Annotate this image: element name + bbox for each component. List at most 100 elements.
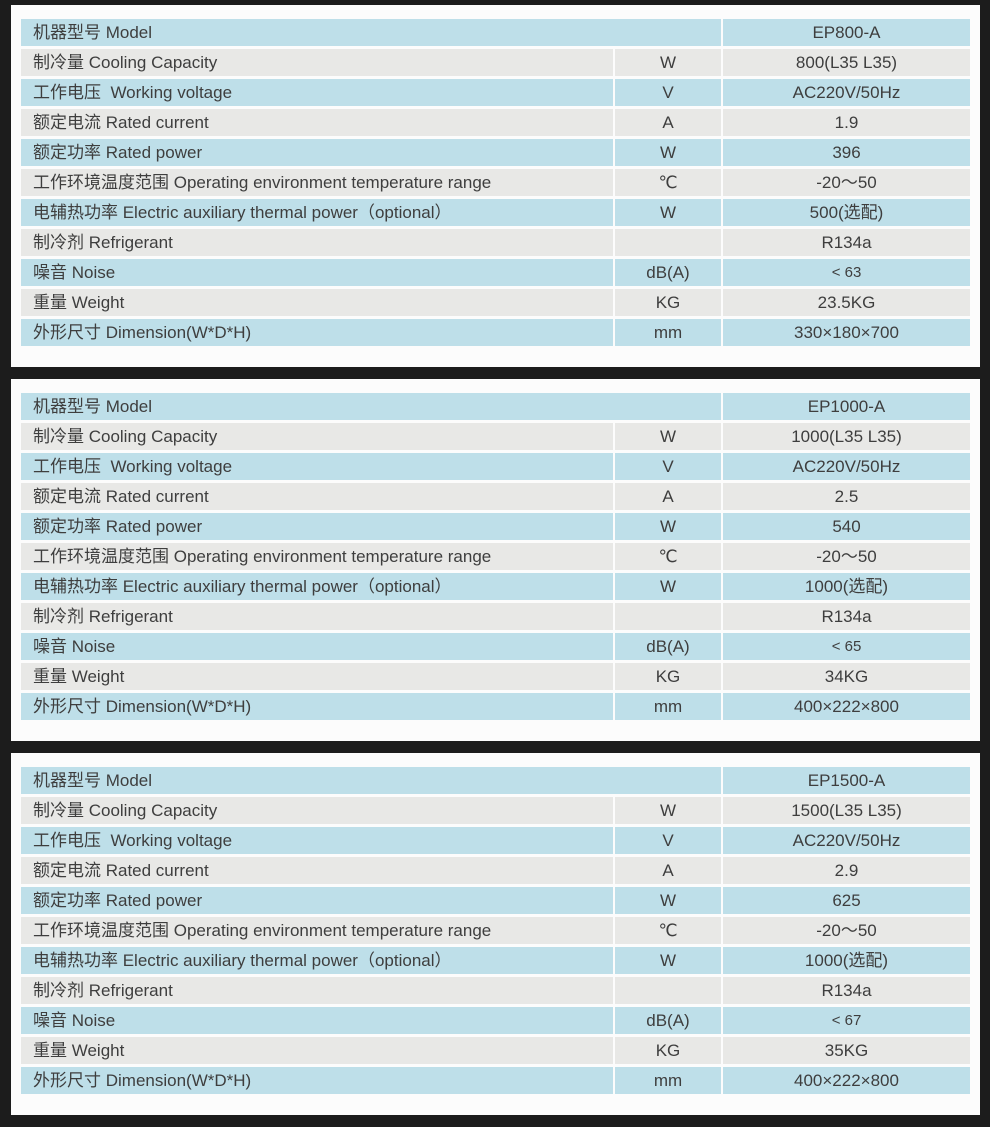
spec-row: 额定功率 Rated power W 625 xyxy=(21,887,970,914)
spec-unit xyxy=(615,977,721,1004)
spec-unit: ℃ xyxy=(615,917,721,944)
spec-panel-ep1500a: 机器型号 Model EP1500-A 制冷量 Cooling Capacity W 1… xyxy=(11,753,980,1115)
spec-row: 噪音 Noise dB(A) < 63 xyxy=(21,259,970,286)
spec-unit: dB(A) xyxy=(615,633,721,660)
spec-unit: W xyxy=(615,797,721,824)
spec-label: 工作电压 Working voltage xyxy=(21,79,613,106)
spec-row: 额定功率 Rated power W 540 xyxy=(21,513,970,540)
spec-label: 额定电流 Rated current xyxy=(21,857,613,884)
spec-unit xyxy=(615,603,721,630)
spec-value: 500(选配) xyxy=(723,199,970,226)
spec-label: 重量 Weight xyxy=(21,1037,613,1064)
spec-unit: dB(A) xyxy=(615,1007,721,1034)
spec-label: 制冷量 Cooling Capacity xyxy=(21,423,613,450)
spec-value: R134a xyxy=(723,229,970,256)
spec-unit: A xyxy=(615,109,721,136)
spec-label: 外形尺寸 Dimension(W*D*H) xyxy=(21,693,613,720)
spec-label: 外形尺寸 Dimension(W*D*H) xyxy=(21,1067,613,1094)
spec-value: 34KG xyxy=(723,663,970,690)
spec-unit: V xyxy=(615,453,721,480)
spec-row: 制冷剂 Refrigerant R134a xyxy=(21,977,970,1004)
spec-row: 电辅热功率 Electric auxiliary thermal power（o… xyxy=(21,199,970,226)
spec-sheet: 机器型号 Model EP800-A 制冷量 Cooling Capacity W 80… xyxy=(11,5,980,1115)
spec-value: 1.9 xyxy=(723,109,970,136)
spec-value: 1500(L35 L35) xyxy=(723,797,970,824)
spec-row: 机器型号 Model EP1500-A xyxy=(21,767,970,794)
spec-value: EP1000-A xyxy=(723,393,970,420)
spec-label: 重量 Weight xyxy=(21,663,613,690)
spec-row: 制冷剂 Refrigerant R134a xyxy=(21,229,970,256)
spec-unit: W xyxy=(615,139,721,166)
spec-unit: A xyxy=(615,857,721,884)
spec-row: 外形尺寸 Dimension(W*D*H) mm 400×222×800 xyxy=(21,693,970,720)
spec-row: 重量 Weight KG 35KG xyxy=(21,1037,970,1064)
spec-value: -20～50 xyxy=(723,543,970,570)
spec-label: 电辅热功率 Electric auxiliary thermal power（o… xyxy=(21,199,613,226)
spec-row: 工作环境温度范围 Operating environment temperatu… xyxy=(21,543,970,570)
spec-unit: W xyxy=(615,513,721,540)
spec-label: 制冷量 Cooling Capacity xyxy=(21,797,613,824)
spec-label: 工作环境温度范围 Operating environment temperatu… xyxy=(21,917,613,944)
spec-row: 机器型号 Model EP800-A xyxy=(21,19,970,46)
spec-value: < 65 xyxy=(723,633,970,660)
spec-row: 重量 Weight KG 23.5KG xyxy=(21,289,970,316)
spec-value: < 67 xyxy=(723,1007,970,1034)
spec-unit: W xyxy=(615,947,721,974)
spec-unit: ℃ xyxy=(615,543,721,570)
spec-value: 1000(选配) xyxy=(723,573,970,600)
spec-row: 制冷量 Cooling Capacity W 800(L35 L35) xyxy=(21,49,970,76)
spec-value: R134a xyxy=(723,977,970,1004)
spec-label: 制冷剂 Refrigerant xyxy=(21,977,613,1004)
spec-unit xyxy=(615,229,721,256)
spec-value: 625 xyxy=(723,887,970,914)
spec-row: 外形尺寸 Dimension(W*D*H) mm 400×222×800 xyxy=(21,1067,970,1094)
spec-unit: W xyxy=(615,423,721,450)
spec-row: 额定功率 Rated power W 396 xyxy=(21,139,970,166)
spec-value: 35KG xyxy=(723,1037,970,1064)
spec-value: EP1500-A xyxy=(723,767,970,794)
spec-label: 工作环境温度范围 Operating environment temperatu… xyxy=(21,169,613,196)
spec-row: 噪音 Noise dB(A) < 67 xyxy=(21,1007,970,1034)
spec-unit: W xyxy=(615,49,721,76)
spec-row: 制冷剂 Refrigerant R134a xyxy=(21,603,970,630)
spec-value: EP800-A xyxy=(723,19,970,46)
spec-unit: A xyxy=(615,483,721,510)
spec-value: 1000(选配) xyxy=(723,947,970,974)
spec-label: 额定功率 Rated power xyxy=(21,887,613,914)
spec-label: 额定功率 Rated power xyxy=(21,513,613,540)
spec-label: 机器型号 Model xyxy=(21,393,721,420)
spec-label: 工作电压 Working voltage xyxy=(21,453,613,480)
spec-unit: mm xyxy=(615,693,721,720)
spec-value: 23.5KG xyxy=(723,289,970,316)
spec-label: 额定功率 Rated power xyxy=(21,139,613,166)
spec-value: 330×180×700 xyxy=(723,319,970,346)
spec-row: 电辅热功率 Electric auxiliary thermal power（o… xyxy=(21,947,970,974)
spec-unit: W xyxy=(615,573,721,600)
spec-value: 400×222×800 xyxy=(723,693,970,720)
spec-label: 噪音 Noise xyxy=(21,1007,613,1034)
spec-label: 噪音 Noise xyxy=(21,259,613,286)
spec-label: 噪音 Noise xyxy=(21,633,613,660)
spec-panel-ep1000a: 机器型号 Model EP1000-A 制冷量 Cooling Capacity W 1… xyxy=(11,379,980,741)
spec-value: 2.5 xyxy=(723,483,970,510)
spec-value: 400×222×800 xyxy=(723,1067,970,1094)
spec-value: -20～50 xyxy=(723,917,970,944)
spec-label: 制冷剂 Refrigerant xyxy=(21,229,613,256)
spec-label: 制冷量 Cooling Capacity xyxy=(21,49,613,76)
spec-label: 额定电流 Rated current xyxy=(21,109,613,136)
spec-label: 工作环境温度范围 Operating environment temperatu… xyxy=(21,543,613,570)
spec-value: 800(L35 L35) xyxy=(723,49,970,76)
spec-table-ep1500a: 机器型号 Model EP1500-A 制冷量 Cooling Capacity W 1… xyxy=(21,767,970,1094)
spec-row: 重量 Weight KG 34KG xyxy=(21,663,970,690)
spec-unit: V xyxy=(615,79,721,106)
spec-unit: mm xyxy=(615,1067,721,1094)
spec-value: 1000(L35 L35) xyxy=(723,423,970,450)
spec-row: 外形尺寸 Dimension(W*D*H) mm 330×180×700 xyxy=(21,319,970,346)
spec-unit: W xyxy=(615,199,721,226)
spec-row: 额定电流 Rated current A 2.9 xyxy=(21,857,970,884)
spec-label: 电辅热功率 Electric auxiliary thermal power（o… xyxy=(21,573,613,600)
spec-row: 制冷量 Cooling Capacity W 1000(L35 L35) xyxy=(21,423,970,450)
spec-row: 工作电压 Working voltage V AC220V/50Hz xyxy=(21,453,970,480)
spec-label: 额定电流 Rated current xyxy=(21,483,613,510)
spec-unit: ℃ xyxy=(615,169,721,196)
